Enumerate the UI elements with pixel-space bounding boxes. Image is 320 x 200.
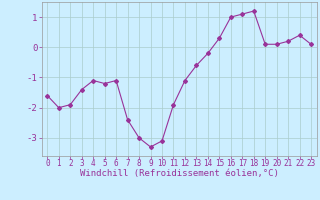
X-axis label: Windchill (Refroidissement éolien,°C): Windchill (Refroidissement éolien,°C): [80, 169, 279, 178]
